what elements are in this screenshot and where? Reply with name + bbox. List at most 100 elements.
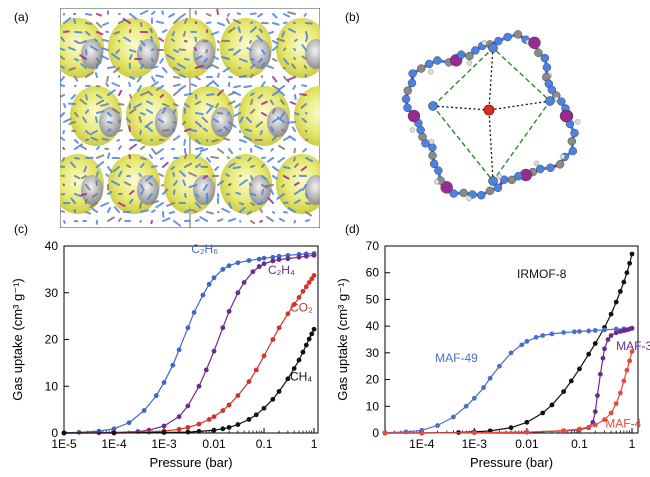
pore-shadow (305, 175, 320, 205)
data-point (285, 256, 291, 262)
framework-bond (123, 36, 131, 42)
framework-bond (89, 202, 98, 209)
framework-bond (136, 76, 142, 83)
framework-bond (101, 47, 109, 51)
framework-bond (96, 58, 102, 64)
framework-bond (195, 94, 198, 100)
framework-bond (107, 152, 111, 159)
framework-bond (294, 199, 301, 204)
framework-bond (133, 103, 142, 109)
framework-bond (233, 49, 241, 56)
framework-bond (100, 54, 109, 60)
framework-bond (228, 162, 236, 168)
framework-bond (246, 211, 252, 216)
framework-bond (107, 89, 116, 96)
data-point (270, 258, 276, 264)
framework-bond (261, 175, 267, 181)
framework-bond (206, 80, 215, 87)
framework-bond (283, 76, 290, 83)
pore-shadow (137, 175, 159, 205)
framework-bond (217, 40, 221, 44)
series-label: C₂H₄ (268, 263, 295, 277)
framework-bond (300, 166, 307, 172)
framework-bond (94, 72, 98, 78)
framework-bond (261, 112, 268, 117)
framework-bond (140, 184, 145, 191)
atom-sphere (449, 189, 458, 198)
data-point (463, 403, 469, 409)
data-point (311, 252, 317, 258)
data-point (211, 275, 217, 281)
framework-bond (239, 116, 244, 123)
framework-bond (63, 30, 70, 33)
framework-bond (181, 121, 186, 126)
framework-bond (116, 139, 120, 142)
atom-sphere (547, 85, 557, 95)
data-point (595, 393, 600, 398)
framework-bond (293, 157, 296, 162)
framework-bond (239, 58, 248, 63)
data-point (571, 329, 577, 335)
framework-bond (126, 164, 131, 168)
framework-bond (129, 49, 137, 53)
framework-bond (159, 94, 164, 98)
series-C2H4 (61, 252, 317, 436)
framework-bond (272, 45, 279, 51)
data-point (592, 328, 598, 333)
data-point (220, 408, 226, 413)
data-point (471, 395, 477, 401)
data-point (592, 409, 598, 415)
atom-sphere (557, 97, 566, 106)
framework-bond (136, 85, 142, 92)
framework-bond (217, 72, 220, 78)
framework-bond (85, 94, 89, 101)
framework-bond (268, 31, 274, 35)
data-point (185, 424, 191, 430)
hydrogen-atom (466, 195, 472, 202)
framework-bond (172, 171, 175, 177)
framework-bond (283, 175, 290, 180)
framework-bond (90, 45, 98, 51)
atom-sphere (559, 109, 573, 123)
framework-bond (223, 126, 230, 132)
data-point (235, 422, 241, 427)
atom-sphere (459, 188, 468, 198)
framework-bond (202, 184, 208, 191)
framework-bond (173, 76, 181, 79)
data-point (306, 280, 312, 285)
framework-bond (100, 202, 109, 208)
data-point (597, 371, 603, 377)
atom-sphere (536, 164, 545, 174)
framework-bond (188, 128, 197, 132)
data-point (111, 426, 117, 432)
data-point (629, 349, 635, 354)
x-tick-label: 1E-4 (409, 437, 435, 451)
series-label: IRMOF-8 (517, 267, 567, 281)
donor-atom (488, 43, 498, 53)
framework-bond (195, 64, 204, 69)
data-point (586, 328, 592, 334)
framework-bond (173, 83, 181, 87)
framework-bond (265, 184, 274, 187)
framework-bond (62, 130, 65, 135)
hydrogen-atom (428, 138, 435, 145)
framework-bond (151, 65, 159, 69)
framework-bond (173, 18, 180, 24)
framework-bond (259, 130, 263, 136)
x-tick-label: 1E-5 (51, 437, 77, 451)
framework-bond (281, 128, 285, 132)
atom-sphere (542, 63, 552, 72)
framework-bond (239, 35, 243, 42)
framework-bond (287, 11, 296, 15)
framework-bond (145, 175, 153, 182)
data-point (577, 329, 582, 334)
framework-bond (250, 92, 255, 96)
framework-bond (80, 175, 87, 180)
framework-bond (151, 148, 157, 155)
framework-bond (145, 125, 153, 132)
data-point (300, 288, 306, 294)
framework-bond (227, 112, 230, 116)
hydrogen-atom (481, 40, 488, 46)
data-point (241, 280, 247, 285)
framework-bond (206, 198, 209, 204)
